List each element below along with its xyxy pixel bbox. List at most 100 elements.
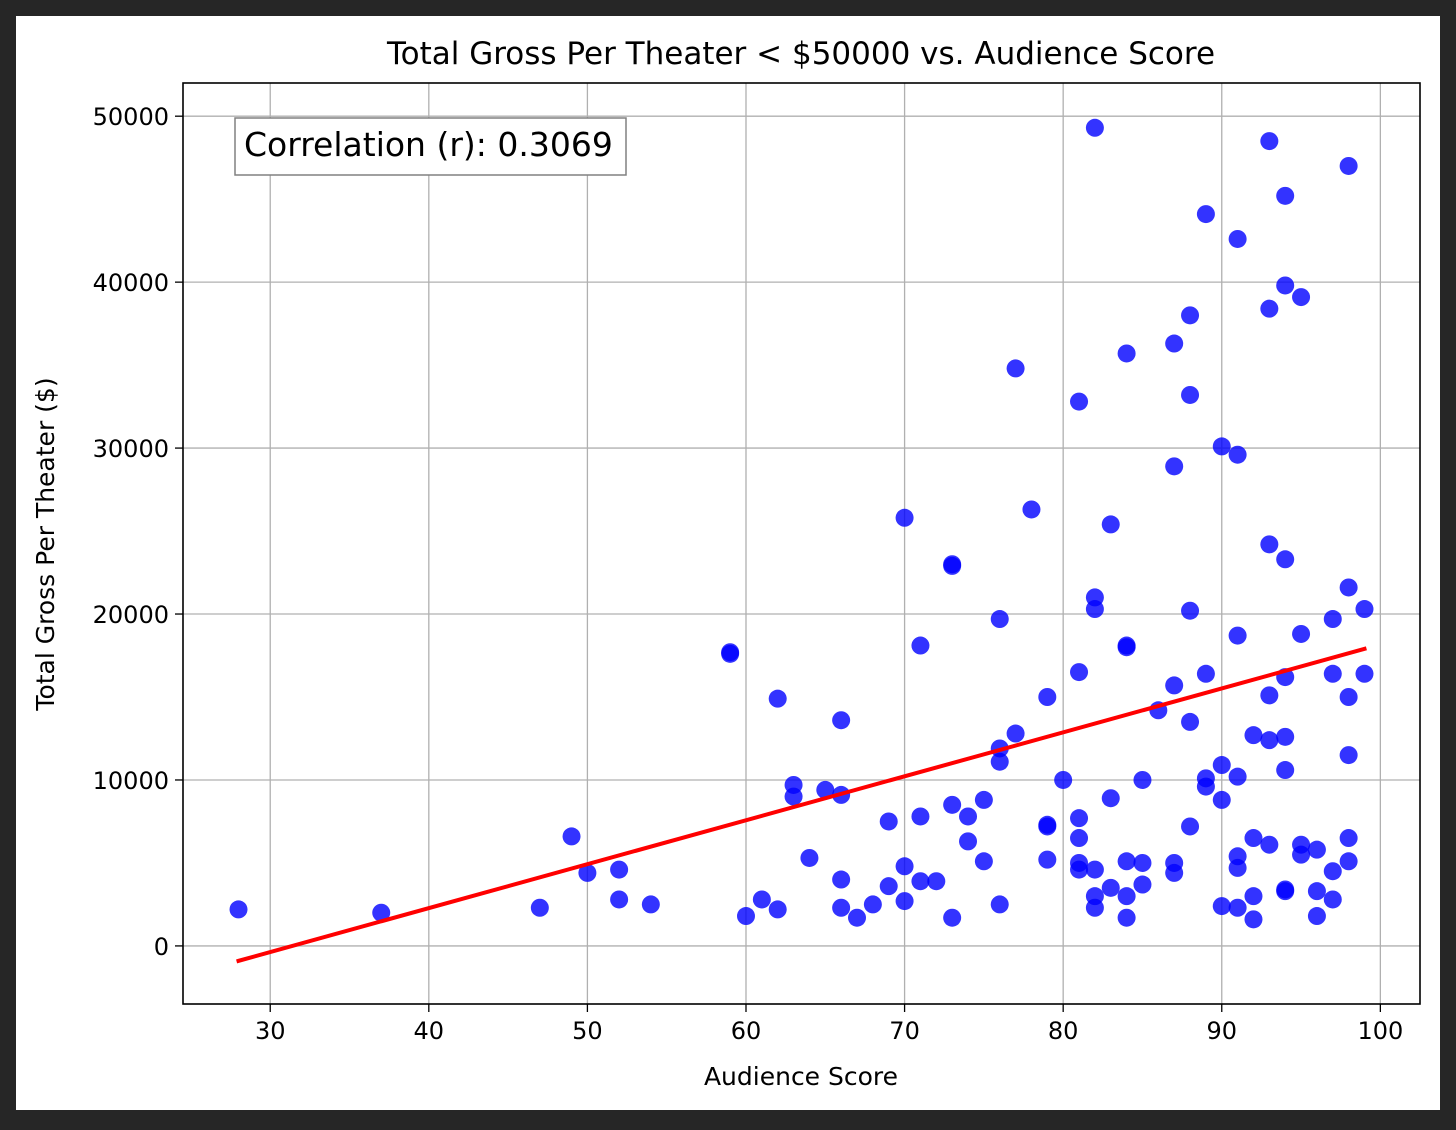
data-point (641, 895, 660, 914)
data-point (1006, 724, 1025, 743)
data-point (1244, 726, 1263, 745)
data-point (1165, 863, 1184, 882)
data-point (1181, 385, 1200, 404)
data-point (1212, 790, 1231, 809)
data-point (1133, 853, 1152, 872)
x-tick-label: 30 (255, 1017, 286, 1045)
data-point (848, 908, 867, 927)
data-point (1260, 132, 1279, 151)
x-axis-label: Audience Score (704, 1062, 898, 1091)
data-point (1070, 663, 1089, 682)
x-tick-label: 100 (1357, 1017, 1403, 1045)
data-point (1292, 845, 1311, 864)
correlation-annotation: Correlation (r): 0.3069 (234, 117, 627, 176)
y-tick-label: 20000 (93, 601, 169, 629)
data-point (1260, 299, 1279, 318)
data-point (1323, 664, 1342, 683)
data-point (943, 908, 962, 927)
data-point (911, 872, 930, 891)
data-point (1276, 727, 1295, 746)
data-point (974, 852, 993, 871)
data-point (1196, 205, 1215, 224)
data-point (1165, 334, 1184, 353)
data-point (1006, 359, 1025, 378)
data-point (1117, 852, 1136, 871)
plot-area-frame (182, 82, 1421, 1005)
data-point (1085, 860, 1104, 879)
data-point (990, 895, 1009, 914)
data-points (229, 118, 1374, 929)
x-axis-ticks: 30 40 50 60 70 80 90 100 (255, 1004, 1403, 1045)
data-point (911, 807, 930, 826)
data-point (911, 636, 930, 655)
data-point (1181, 817, 1200, 836)
data-point (1228, 898, 1247, 917)
chart-figure: 30 40 50 60 70 80 90 100 0 10000 20000 30000 40000 5… (16, 16, 1440, 1110)
data-point (1307, 907, 1326, 926)
data-point (1133, 875, 1152, 894)
y-tick-label: 30000 (93, 435, 169, 463)
data-point (1292, 288, 1311, 307)
y-axis-ticks: 0 10000 20000 30000 40000 50000 (93, 103, 183, 961)
data-point (800, 848, 819, 867)
data-point (1117, 908, 1136, 927)
data-point (1339, 829, 1358, 848)
data-point (1038, 688, 1057, 706)
data-point (895, 508, 914, 527)
data-point (1038, 817, 1057, 836)
data-point (229, 900, 248, 919)
data-point (943, 556, 962, 575)
data-point (943, 795, 962, 814)
data-point (1165, 457, 1184, 476)
data-point (372, 903, 391, 922)
data-point (1038, 850, 1057, 869)
data-point (1228, 445, 1247, 464)
data-point (927, 872, 946, 891)
data-point (1212, 437, 1231, 456)
data-point (1117, 638, 1136, 657)
data-point (990, 610, 1009, 629)
data-point (1212, 897, 1231, 916)
data-point (1260, 731, 1279, 750)
data-point (959, 832, 978, 851)
data-point (832, 870, 851, 889)
data-point (1101, 878, 1120, 897)
data-point (1228, 229, 1247, 248)
data-point (1355, 600, 1374, 619)
data-point (1181, 601, 1200, 620)
x-tick-label: 60 (731, 1017, 762, 1045)
data-point (1070, 829, 1089, 848)
data-point (1276, 186, 1295, 205)
data-point (562, 827, 581, 846)
data-point (752, 890, 771, 909)
data-point (1228, 767, 1247, 786)
data-point (832, 711, 851, 730)
x-tick-label: 40 (414, 1017, 445, 1045)
data-point (1212, 756, 1231, 775)
y-tick-label: 10000 (93, 767, 169, 795)
data-point (1276, 550, 1295, 569)
data-point (1181, 306, 1200, 325)
data-point (1276, 882, 1295, 901)
data-point (578, 863, 597, 882)
data-point (1085, 118, 1104, 137)
data-point (768, 900, 787, 919)
data-point (1244, 910, 1263, 929)
data-point (1181, 712, 1200, 731)
data-point (1276, 276, 1295, 295)
regression-line (236, 646, 1367, 964)
x-tick-label: 70 (889, 1017, 920, 1045)
data-point (768, 689, 787, 708)
data-point (816, 780, 835, 799)
data-point (1244, 829, 1263, 848)
data-point (1117, 344, 1136, 363)
x-tick-label: 50 (572, 1017, 603, 1045)
data-point (1117, 887, 1136, 906)
data-point (1307, 840, 1326, 859)
data-point (1054, 770, 1073, 789)
data-point (1022, 500, 1041, 519)
data-point (974, 790, 993, 809)
data-point (1307, 882, 1326, 901)
data-point (1339, 746, 1358, 765)
data-point (879, 877, 898, 896)
